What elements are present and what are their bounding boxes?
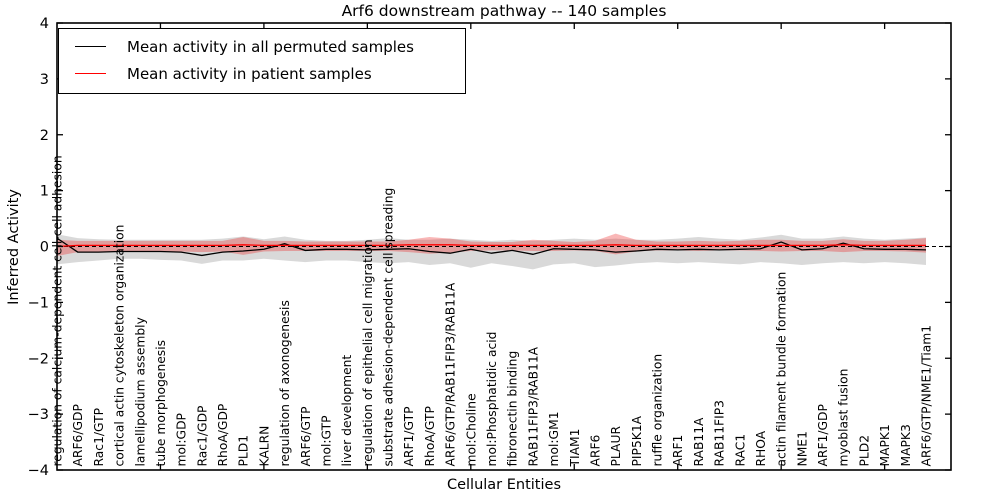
- permuted-band: [57, 234, 926, 270]
- entity-label: mol:GM1: [547, 411, 561, 466]
- entity-label: NME1: [795, 431, 809, 466]
- permuted-mean-line: [56, 237, 927, 257]
- entity-label: Rac1/GDP: [195, 406, 209, 467]
- entity-label: substrate adhesion-dependent cell spread…: [382, 188, 396, 467]
- entity-label: mol:GTP: [319, 415, 333, 466]
- entity-label: lamellipodium assembly: [133, 317, 147, 466]
- entity-label: ARF6/GTP/NME1/Tiam1: [920, 325, 934, 467]
- entity-label: actin filament bundle formation: [775, 272, 789, 467]
- entity-label: ARF6/GDP: [71, 404, 85, 466]
- y-tick-label: −3: [28, 407, 49, 423]
- entity-label: RHOA: [754, 430, 768, 466]
- patient-mean-line-sample: [75, 73, 106, 74]
- entity-label: ARF1/GTP: [402, 406, 416, 466]
- entity-label: ARF1: [671, 435, 685, 467]
- entity-label: myoblast fusion: [837, 369, 851, 467]
- entity-label: fibronectin binding: [506, 351, 520, 467]
- legend-label-patient: Mean activity in patient samples: [127, 64, 372, 83]
- y-tick-label: 1: [40, 184, 49, 200]
- legend: Mean activity in all permuted samples Me…: [58, 28, 466, 94]
- y-tick-label: −2: [28, 351, 49, 367]
- entity-label: MAPK1: [878, 424, 892, 466]
- permuted-mean-line-sample: [75, 46, 106, 47]
- entity-label: RAB11FIP3: [713, 400, 727, 466]
- entity-label: MAPK3: [899, 424, 913, 466]
- entity-label: PLD1: [237, 435, 251, 467]
- entity-label: regulation of epithelial cell migration: [361, 239, 375, 466]
- y-ticks: 4 3 2 1 0 −1 −2 −3 −4: [28, 16, 951, 479]
- entity-label: mol:GDP: [175, 413, 189, 466]
- entity-label: RAB11FIP3/RAB11A: [526, 346, 540, 466]
- entity-label: RAB11A: [692, 417, 706, 467]
- legend-item-permuted: Mean activity in all permuted samples: [59, 33, 465, 60]
- legend-item-patient: Mean activity in patient samples: [59, 60, 465, 87]
- entity-label: KALRN: [257, 426, 271, 467]
- patient-mean-line: [56, 244, 926, 248]
- y-tick-label: −1: [28, 295, 49, 311]
- entity-label: regulation of axonogenesis: [278, 300, 292, 466]
- entity-label: PLAUR: [609, 426, 623, 467]
- x-axis-label: Cellular Entities: [446, 477, 562, 493]
- entity-label: ARF6/GTP: [299, 406, 313, 466]
- entity-label: Rac1/GTP: [92, 408, 106, 467]
- entity-label: ARF6: [588, 434, 602, 466]
- entity-label: RhoA/GTP: [423, 406, 437, 466]
- entity-label: PLD2: [857, 435, 871, 467]
- y-tick-label: −4: [28, 463, 49, 479]
- entity-label: TIAM1: [568, 429, 582, 468]
- y-axis-label: Inferred Activity: [6, 189, 22, 305]
- entity-label: RAC1: [733, 434, 747, 467]
- y-tick-label: 4: [40, 16, 49, 32]
- y-tick-label: 2: [40, 128, 49, 144]
- entity-label: liver development: [340, 355, 354, 467]
- chart-title: Arf6 downstream pathway -- 140 samples: [341, 2, 667, 20]
- y-tick-label: 3: [40, 72, 49, 88]
- entity-label: PIP5K1A: [630, 415, 644, 466]
- entity-label: RhoA/GDP: [216, 404, 230, 467]
- legend-label-permuted: Mean activity in all permuted samples: [127, 37, 414, 56]
- entity-label: tube morphogenesis: [154, 340, 168, 467]
- entity-label: mol:Choline: [464, 393, 478, 466]
- entity-label: ruffle organization: [651, 354, 665, 467]
- entity-label: mol:Phosphatidic acid: [485, 332, 499, 467]
- entity-label: ARF1/GDP: [816, 404, 830, 466]
- entity-label: ARF6/GTP/RAB11FIP3/RAB11A: [444, 282, 458, 466]
- entity-label: cortical actin cytoskeleton organization: [113, 225, 127, 467]
- entity-labels: regulation of calcium-dependent cell-cel…: [51, 155, 934, 467]
- y-tick-label: 0: [40, 240, 49, 256]
